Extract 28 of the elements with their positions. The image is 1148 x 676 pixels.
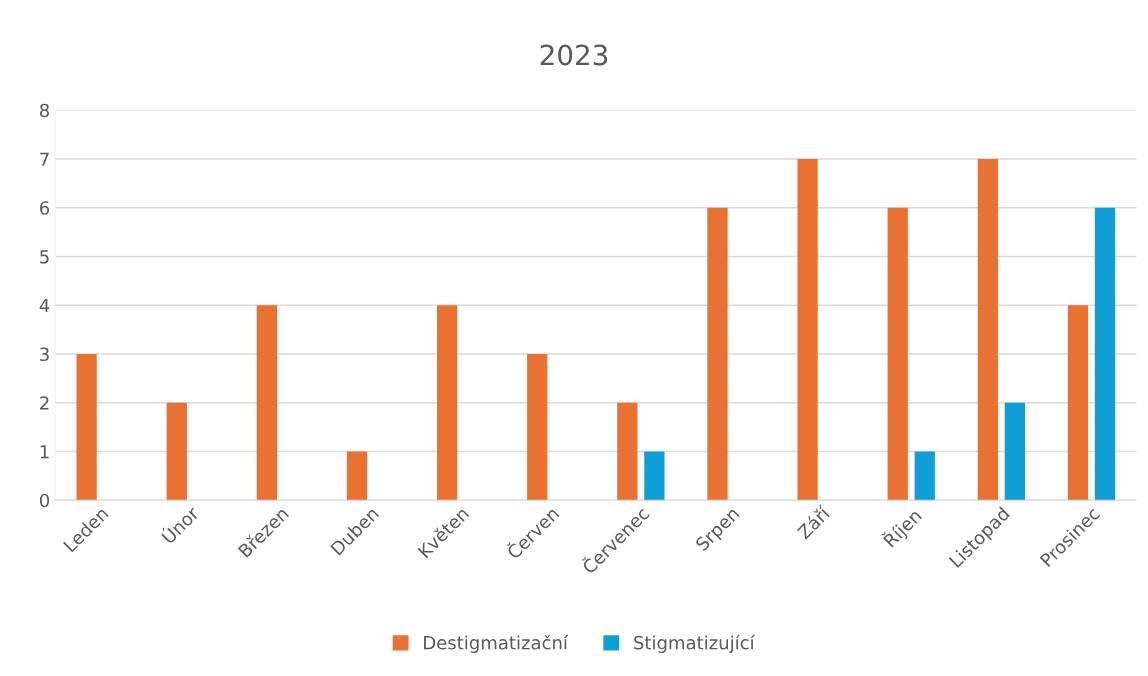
bar xyxy=(166,402,187,501)
bar xyxy=(977,158,998,501)
bar xyxy=(644,451,665,501)
y-tick-label: 6 xyxy=(40,201,50,215)
bar xyxy=(707,207,728,501)
y-tick-label: 7 xyxy=(40,152,49,166)
y-tick-label: 1 xyxy=(40,445,49,459)
y-tick-label: 3 xyxy=(40,347,49,362)
bar xyxy=(256,305,278,501)
bar xyxy=(914,451,935,501)
y-tick-label: 0 xyxy=(39,493,50,508)
y-tick-label: 4 xyxy=(39,298,50,313)
bar xyxy=(797,158,818,501)
bar xyxy=(346,451,368,501)
bar xyxy=(1004,402,1025,501)
legend-label: Stigmatizující xyxy=(634,634,756,653)
y-tick-label: 5 xyxy=(40,250,49,264)
y-tick-label: 8 xyxy=(39,103,50,118)
bar xyxy=(617,402,638,501)
bar xyxy=(527,353,548,501)
bar xyxy=(1094,207,1116,501)
legend-label: Destigmatizační xyxy=(424,634,569,653)
bar xyxy=(1067,305,1089,501)
y-tick-label: 2 xyxy=(40,396,49,410)
chart-title: 2023 xyxy=(540,44,608,66)
bar xyxy=(887,207,908,501)
bar xyxy=(76,353,97,501)
bar xyxy=(436,305,458,501)
